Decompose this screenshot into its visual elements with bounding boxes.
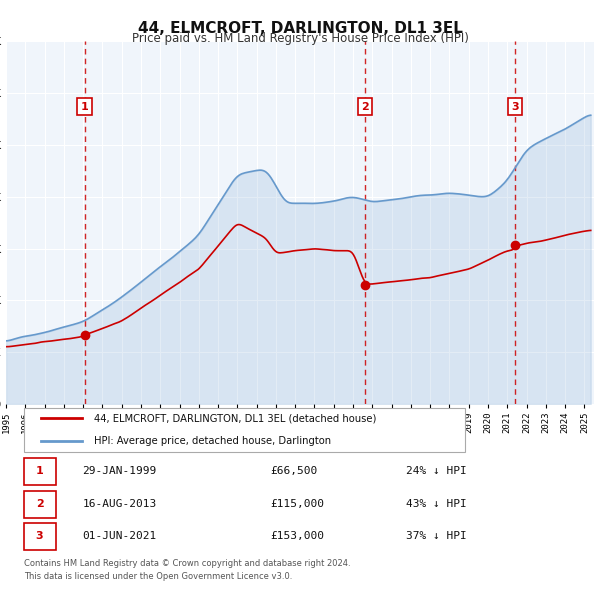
Text: HPI: Average price, detached house, Darlington: HPI: Average price, detached house, Darl… (94, 435, 331, 445)
Text: 44, ELMCROFT, DARLINGTON, DL1 3EL: 44, ELMCROFT, DARLINGTON, DL1 3EL (137, 21, 463, 35)
Text: 01-JUN-2021: 01-JUN-2021 (82, 532, 157, 542)
Text: 3: 3 (36, 532, 43, 542)
Text: Price paid vs. HM Land Registry's House Price Index (HPI): Price paid vs. HM Land Registry's House … (131, 32, 469, 45)
Text: 29-JAN-1999: 29-JAN-1999 (82, 466, 157, 476)
Text: 1: 1 (35, 466, 43, 476)
Text: 24% ↓ HPI: 24% ↓ HPI (406, 466, 467, 476)
Text: 37% ↓ HPI: 37% ↓ HPI (406, 532, 467, 542)
Text: 1: 1 (81, 101, 89, 112)
Text: 3: 3 (512, 101, 519, 112)
Text: £115,000: £115,000 (271, 499, 325, 509)
Text: £66,500: £66,500 (271, 466, 318, 476)
Text: This data is licensed under the Open Government Licence v3.0.: This data is licensed under the Open Gov… (23, 572, 292, 581)
Text: 2: 2 (361, 101, 369, 112)
Text: Contains HM Land Registry data © Crown copyright and database right 2024.: Contains HM Land Registry data © Crown c… (23, 559, 350, 568)
Text: £153,000: £153,000 (271, 532, 325, 542)
Text: 44, ELMCROFT, DARLINGTON, DL1 3EL (detached house): 44, ELMCROFT, DARLINGTON, DL1 3EL (detac… (94, 413, 377, 423)
FancyBboxPatch shape (23, 523, 56, 550)
FancyBboxPatch shape (23, 458, 56, 485)
Text: 2: 2 (35, 499, 43, 509)
FancyBboxPatch shape (23, 408, 464, 453)
Text: 43% ↓ HPI: 43% ↓ HPI (406, 499, 467, 509)
Text: 16-AUG-2013: 16-AUG-2013 (82, 499, 157, 509)
FancyBboxPatch shape (23, 491, 56, 517)
